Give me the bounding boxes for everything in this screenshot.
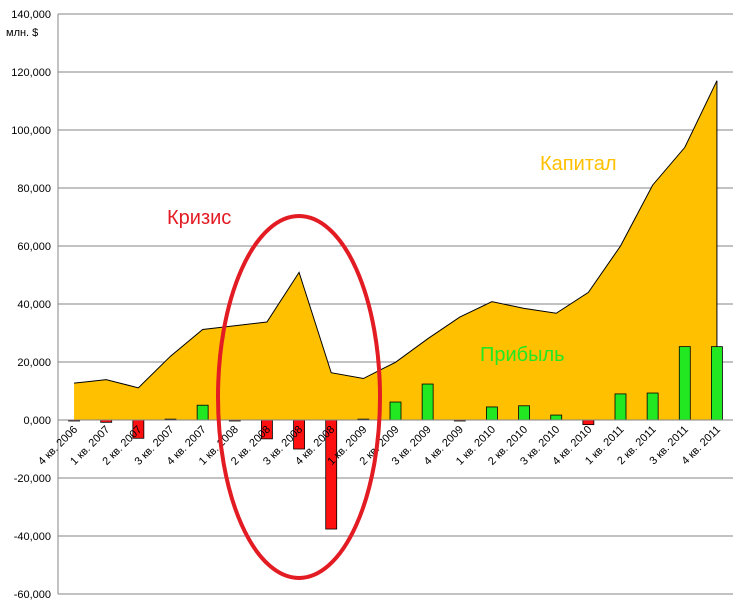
y-tick-label: 80,000 (17, 183, 51, 195)
profit-bar (389, 401, 402, 421)
capital-line (74, 80, 718, 389)
profit-bar (678, 346, 691, 421)
capital-area (74, 80, 717, 420)
y-tick-label: -40,000 (14, 531, 51, 543)
y-tick-label: 100,000 (11, 125, 51, 137)
y-tick-label: 0,000 (23, 415, 51, 427)
profit-bar (518, 405, 530, 421)
profit-bar (711, 346, 723, 421)
y-tick-label: 20,000 (17, 357, 51, 369)
capital-annotation: Капитал (540, 153, 617, 175)
profit-bar (550, 414, 563, 421)
profit-bar (614, 393, 627, 421)
profit-bar (421, 383, 434, 421)
y-axis-ticks: 140,000 120,000 100,000 80,000 60,000 40,000 2… (11, 9, 51, 601)
profit-bar (486, 406, 498, 421)
profit-annotation: Прибыль (480, 344, 565, 366)
unit-label: млн. $ (6, 27, 38, 39)
y-tick-label: -20,000 (14, 473, 51, 485)
crisis-ellipse (216, 214, 382, 580)
crisis-annotation: Кризис (167, 207, 231, 229)
profit-bar (196, 404, 209, 421)
y-tick-label: -60,000 (14, 589, 51, 601)
y-tick-label: 140,000 (11, 9, 51, 21)
y-tick-label: 120,000 (11, 67, 51, 79)
y-tick-label: 40,000 (17, 299, 51, 311)
capital-area-series (74, 80, 718, 420)
profit-bar-series (68, 346, 723, 530)
profit-bar (646, 392, 659, 421)
y-tick-label: 60,000 (17, 241, 51, 253)
